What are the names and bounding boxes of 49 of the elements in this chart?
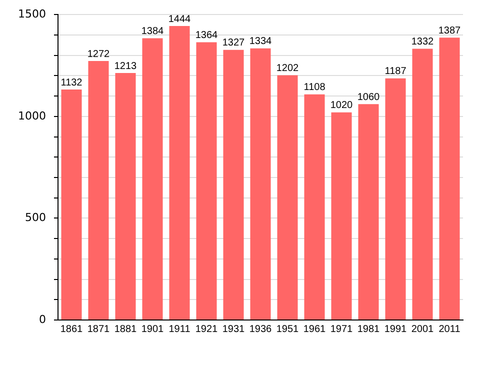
y-tick-label: 1000 <box>18 109 46 122</box>
x-tick-label: 1936 <box>249 324 272 335</box>
data-label: 1272 <box>87 48 110 60</box>
x-tick-label: 1901 <box>141 324 164 335</box>
x-tick-label: 1951 <box>276 324 300 335</box>
x-tick-label: 1931 <box>222 324 246 335</box>
x-tick-label: 1961 <box>303 324 326 335</box>
bar <box>412 48 433 320</box>
y-tick-label: 1500 <box>18 7 46 20</box>
bar <box>223 50 244 320</box>
data-label: 1444 <box>168 14 192 25</box>
data-label: 1020 <box>330 100 354 112</box>
y-tick-label: 0 <box>38 312 46 326</box>
data-label: 1384 <box>141 26 164 37</box>
x-tick-label: 1861 <box>60 324 84 335</box>
x-tick-label: 1871 <box>87 324 110 335</box>
data-label: 1327 <box>222 38 246 49</box>
data-label: 1202 <box>276 63 300 74</box>
x-tick-label: 1911 <box>168 324 191 335</box>
x-tick-label: 1971 <box>330 324 354 335</box>
x-tick-label: 2001 <box>411 324 434 335</box>
data-label: 1332 <box>411 36 434 48</box>
bar <box>250 48 271 320</box>
y-tick-label: 500 <box>24 211 46 224</box>
data-label: 1060 <box>357 92 380 103</box>
bar <box>196 42 217 320</box>
x-tick-label: 1921 <box>195 324 218 335</box>
data-label: 1108 <box>304 82 326 94</box>
x-tick-label: 1991 <box>384 324 408 335</box>
bar <box>331 112 352 320</box>
bar <box>142 38 163 320</box>
bar <box>115 73 136 320</box>
data-label: 1334 <box>249 36 272 48</box>
bar <box>304 94 325 320</box>
x-tick-label: 1881 <box>114 324 138 335</box>
bar <box>358 104 379 320</box>
bar <box>88 61 109 320</box>
data-label: 1187 <box>384 66 407 78</box>
bar <box>61 90 82 320</box>
x-tick-label: 1981 <box>357 324 380 335</box>
data-label: 1387 <box>438 25 462 36</box>
bar <box>439 38 460 320</box>
bar <box>169 26 190 320</box>
data-label: 1213 <box>114 60 138 72</box>
bar <box>385 78 406 320</box>
data-label: 1364 <box>195 30 218 42</box>
bar <box>277 75 298 320</box>
data-label: 1132 <box>60 77 83 88</box>
x-tick-label: 2011 <box>438 324 461 335</box>
